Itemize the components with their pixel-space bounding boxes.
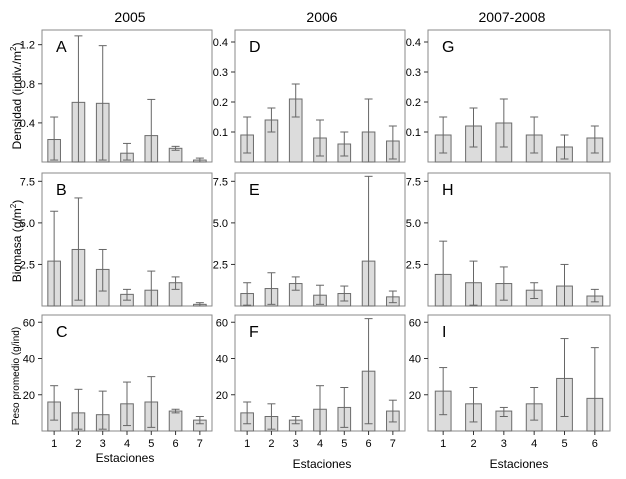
y-tick-label: 1.2: [20, 40, 35, 52]
panel-E: E 2.5 5.0 7.5: [213, 172, 406, 307]
y-tick-label: 40: [216, 354, 228, 366]
y-tick-label: 0.3: [213, 67, 228, 79]
y-tick-label: 20: [216, 390, 228, 402]
panel-letter: C: [56, 324, 68, 341]
xlabel-col-3: Estaciones: [490, 457, 549, 471]
row-ylabel-densidad-main: Densidad (indiv./m: [10, 51, 24, 149]
row-ylabel-densidad: Densidad (indiv./m2): [9, 43, 24, 150]
x-tick-label: 4: [124, 438, 130, 450]
panel-letter: I: [442, 324, 446, 341]
y-tick-label: 7.5: [213, 176, 228, 188]
y-tick-label: 0.2: [213, 97, 228, 109]
y-tick-label: 40: [409, 354, 421, 366]
y-tick-label: 0.8: [20, 79, 35, 91]
x-tick-label: 4: [531, 438, 537, 450]
y-tick-label: 0.2: [406, 97, 421, 109]
x-tick-label: 1: [51, 438, 57, 450]
x-tick-label: 1: [244, 438, 250, 450]
row-ylabel-densidad-tail: ): [10, 43, 24, 47]
row-ylabel-peso-main: Peso promedio (g/ind): [11, 327, 22, 425]
y-tick-label: 5.0: [20, 218, 35, 230]
x-tick-label: 3: [100, 438, 106, 450]
panel-F: F 20 40 60 1 2 3 4 5 6 7: [216, 314, 406, 450]
y-tick-label: 0.1: [213, 127, 228, 139]
x-tick-label: 5: [341, 438, 347, 450]
column-title-2005: 2005: [114, 9, 145, 25]
y-tick-label: 2.5: [213, 259, 228, 271]
row-ylabel-biomasa-tail: ): [10, 200, 24, 204]
panel-frame: [427, 172, 611, 307]
x-tick-label: 6: [366, 438, 372, 450]
y-tick-label: 5.0: [213, 218, 228, 230]
panel-I: I 20 40 60 1 2 3 4 5 6: [409, 314, 611, 450]
panel-frame: [41, 172, 213, 307]
y-tick-label: 20: [409, 390, 421, 402]
y-tick-label: 7.5: [406, 176, 421, 188]
y-tick-label: 60: [409, 317, 421, 329]
panel-letter: F: [249, 324, 259, 341]
row-ylabel-biomasa-main: Biomasa (g/m: [10, 208, 24, 282]
panel-C: C 20 40 60 1 2 3 4 5 6 7: [23, 314, 213, 450]
panels: A 0.4 0.8 1.2 D 0.1 0.2 0.3 0.4 G 0.1 0.2 0.3 0.4 B 2.5…: [20, 29, 611, 450]
y-tick-label: 60: [216, 317, 228, 329]
y-tick-label: 5.0: [406, 218, 421, 230]
x-tick-label: 5: [561, 438, 567, 450]
x-tick-label: 6: [173, 438, 179, 450]
y-tick-label: 2.5: [406, 259, 421, 271]
row-ylabel-densidad-sup: 2: [9, 46, 18, 51]
column-title-2007-2008: 2007-2008: [479, 9, 546, 25]
x-tick-label: 2: [75, 438, 81, 450]
panel-letter: D: [249, 39, 261, 56]
panel-B: B 2.5 5.0 7.5: [20, 172, 213, 307]
x-tick-label: 2: [268, 438, 274, 450]
x-tick-label: 5: [148, 438, 154, 450]
x-tick-label: 7: [197, 438, 203, 450]
xlabel-col-2: Estaciones: [293, 457, 352, 471]
x-tick-label: 1: [440, 438, 446, 450]
y-tick-label: 7.5: [20, 176, 35, 188]
panel-letter: B: [56, 182, 67, 199]
y-tick-label: 0.3: [406, 67, 421, 79]
row-ylabel-biomasa: Biomasa (g/m2): [9, 200, 24, 282]
x-tick-label: 3: [501, 438, 507, 450]
panel-H: H 2.5 5.0 7.5: [406, 172, 611, 307]
y-tick-label: 0.4: [20, 118, 35, 130]
panel-G: G 0.1 0.2 0.3 0.4: [406, 29, 611, 163]
y-tick-label: 60: [23, 317, 35, 329]
panel-letter: G: [442, 39, 454, 56]
bar-C-6: [168, 410, 183, 432]
panel-letter: E: [249, 182, 260, 199]
y-tick-label: 0.4: [213, 37, 228, 49]
x-tick-label: 4: [317, 438, 323, 450]
x-tick-label: 2: [470, 438, 476, 450]
panel-frame: [427, 29, 611, 163]
row-ylabel-biomasa-sup: 2: [9, 203, 18, 208]
panel-frame: [427, 314, 611, 432]
xlabel-col-1: Estaciones: [96, 451, 155, 465]
y-tick-label: 20: [23, 390, 35, 402]
y-tick-label: 0.1: [406, 127, 421, 139]
column-title-2006: 2006: [306, 9, 337, 25]
x-tick-label: 3: [293, 438, 299, 450]
x-tick-label: 7: [390, 438, 396, 450]
panel-letter: A: [56, 39, 67, 56]
panel-frame: [41, 29, 213, 163]
y-tick-label: 40: [23, 354, 35, 366]
y-tick-label: 2.5: [20, 259, 35, 271]
row-ylabel-peso: Peso promedio (g/ind): [11, 327, 22, 425]
panel-letter: H: [442, 182, 454, 199]
y-tick-label: 0.4: [406, 37, 421, 49]
panel-A: A 0.4 0.8 1.2: [20, 29, 213, 163]
x-tick-label: 6: [592, 438, 598, 450]
panel-D: D 0.1 0.2 0.3 0.4: [213, 29, 406, 163]
